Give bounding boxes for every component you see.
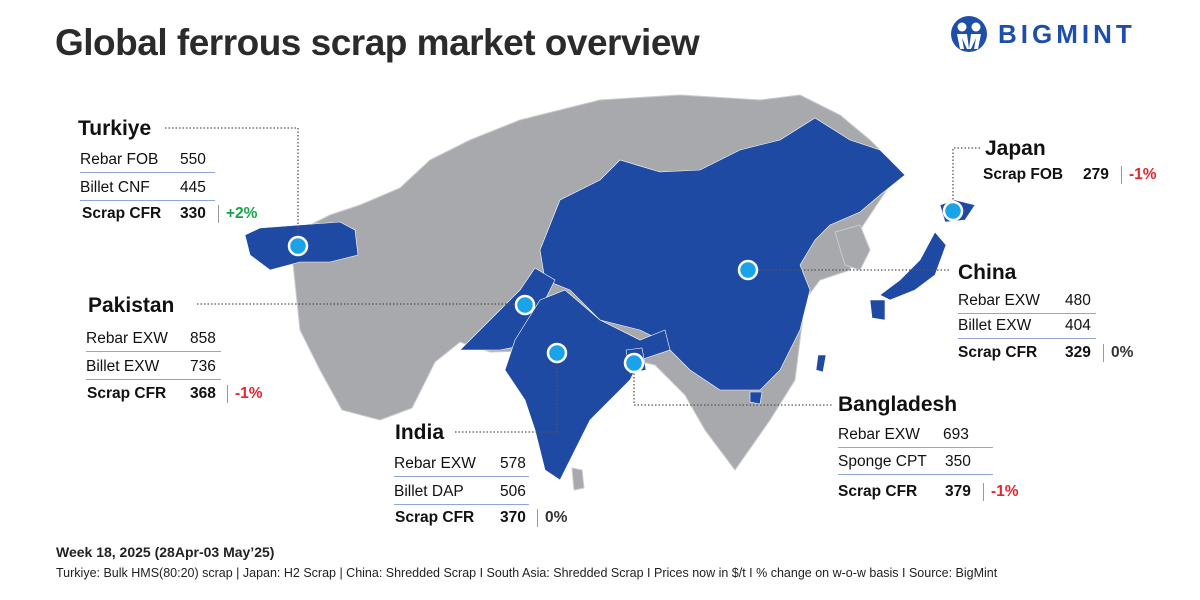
change-badge: -1% xyxy=(227,385,263,403)
pakistan-row: Billet EXW 736 xyxy=(86,355,221,380)
row-label: Rebar EXW xyxy=(86,330,168,347)
row-value: 330 xyxy=(180,205,206,222)
row-label: Scrap CFR xyxy=(838,483,918,500)
bangladesh-row: Sponge CPT 350 xyxy=(838,450,993,475)
pakistan-title: Pakistan xyxy=(88,294,175,317)
taiwan-shape xyxy=(815,354,827,373)
change-badge: +2% xyxy=(218,205,257,223)
row-label: Billet EXW xyxy=(958,317,1032,334)
row-label: Scrap FOB xyxy=(983,166,1064,183)
japan-honshu-shape xyxy=(879,231,947,301)
row-value: 370 xyxy=(500,509,526,526)
row-label: Scrap CFR xyxy=(958,344,1038,361)
bigmint-logo-icon xyxy=(951,16,987,52)
bangladesh-row: Rebar EXW 693 xyxy=(838,423,993,448)
japan-kyushu-shape xyxy=(869,299,886,321)
china-row: Rebar EXW 480 xyxy=(958,289,1096,314)
bigmint-logo: BIGMINT xyxy=(950,15,1136,53)
marker-pakistan xyxy=(514,294,536,316)
row-label: Sponge CPT xyxy=(838,453,927,470)
highlighted-countries xyxy=(244,117,976,481)
change-badge: -1% xyxy=(1121,166,1157,184)
turkiye-title: Turkiye xyxy=(78,117,152,140)
row-value: 404 xyxy=(1065,317,1091,334)
japan-row: Scrap FOB 279 -1% xyxy=(983,163,1183,187)
row-label: Rebar EXW xyxy=(394,455,476,472)
footnotes: Turkiye: Bulk HMS(80:20) scrap | Japan: … xyxy=(56,566,998,580)
row-label: Scrap CFR xyxy=(395,509,475,526)
bangladesh-title: Bangladesh xyxy=(838,393,958,416)
row-value: 578 xyxy=(500,455,526,472)
hainan-shape xyxy=(749,391,763,405)
change-badge: 0% xyxy=(1103,344,1133,362)
change-badge: -1% xyxy=(983,483,1019,501)
week-label: Week 18, 2025 (28Apr-03 May’25) xyxy=(56,544,275,560)
row-value: 350 xyxy=(945,453,971,470)
row-value: 329 xyxy=(1065,344,1091,361)
row-value: 506 xyxy=(500,483,526,500)
row-label: Billet EXW xyxy=(86,358,160,375)
india-row: Billet DAP 506 xyxy=(394,480,529,505)
india-row: Rebar EXW 578 xyxy=(394,452,529,477)
row-value: 550 xyxy=(180,151,206,168)
bangladesh-row: Scrap CFR 379 -1% xyxy=(838,480,1058,504)
row-value: 368 xyxy=(190,385,216,402)
location-markers xyxy=(287,200,964,374)
japan-title: Japan xyxy=(985,137,1046,160)
row-value: 693 xyxy=(943,426,969,443)
row-value: 736 xyxy=(190,358,216,375)
row-label: Rebar FOB xyxy=(80,151,159,168)
marker-bangladesh xyxy=(623,352,645,374)
turkiye-row: Scrap CFR 330 +2% xyxy=(82,202,282,226)
marker-turkiye xyxy=(287,235,309,257)
logo-text: BIGMINT xyxy=(998,18,1136,49)
india-row: Scrap CFR 370 0% xyxy=(395,506,595,530)
row-label: Billet DAP xyxy=(394,483,464,500)
china-title: China xyxy=(958,261,1017,284)
row-label: Rebar EXW xyxy=(838,426,920,443)
row-value: 379 xyxy=(945,483,971,500)
connector-lines xyxy=(165,127,980,433)
marker-india xyxy=(546,342,568,364)
change-badge: 0% xyxy=(537,509,567,527)
marker-japan xyxy=(942,200,964,222)
row-value: 480 xyxy=(1065,292,1091,309)
row-value: 858 xyxy=(190,330,216,347)
china-row: Billet EXW 404 xyxy=(958,314,1096,339)
row-label: Scrap CFR xyxy=(87,385,167,402)
turkiye-row: Billet CNF 445 xyxy=(80,176,215,201)
pakistan-row: Scrap CFR 368 -1% xyxy=(87,382,287,406)
china-row: Scrap CFR 329 0% xyxy=(958,341,1158,365)
india-title: India xyxy=(395,421,445,444)
row-label: Billet CNF xyxy=(80,179,150,196)
marker-china xyxy=(737,259,759,281)
row-value: 445 xyxy=(180,179,206,196)
pakistan-row: Rebar EXW 858 xyxy=(86,327,221,352)
page-title: Global ferrous scrap market overview xyxy=(55,22,700,63)
turkiye-row: Rebar FOB 550 xyxy=(80,148,215,173)
row-label: Scrap CFR xyxy=(82,205,162,222)
row-label: Rebar EXW xyxy=(958,292,1040,309)
row-value: 279 xyxy=(1083,166,1109,183)
